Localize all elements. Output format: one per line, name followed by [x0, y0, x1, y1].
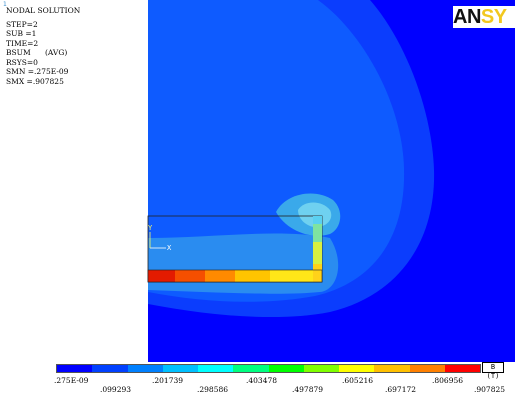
field-contour-inner — [148, 233, 339, 294]
legend-step: STEP=2 — [6, 19, 38, 29]
legend-time: TIME=2 — [6, 38, 39, 48]
colorbar-label: .201739 — [152, 376, 184, 385]
conductor-seg-1 — [148, 270, 175, 282]
colorbar-label: .099293 — [100, 385, 132, 394]
colorbar-label: .907825 — [474, 385, 506, 394]
colorbar-label: .605216 — [342, 376, 374, 385]
conductor-vertical-top — [313, 216, 322, 224]
conductor-seg-4 — [235, 270, 270, 282]
colorbar-label: .298586 — [197, 385, 229, 394]
colorbar-label: .806956 — [432, 376, 464, 385]
colorbar-units: B (T) — [482, 362, 504, 380]
colorbar-segment — [374, 365, 410, 372]
conductor-seg-5 — [270, 270, 313, 282]
legend-sub: SUB =1 — [6, 29, 37, 38]
colorbar-segment — [233, 365, 269, 372]
legend-rsys: RSYS=0 — [6, 57, 38, 67]
colorbar-segment — [409, 365, 445, 372]
colorbar-segment — [162, 365, 198, 372]
colorbar-segment — [92, 365, 128, 372]
colorbar-segment — [198, 365, 234, 372]
colorbar-label: .275E-09 — [54, 376, 89, 385]
ansys-logo: ANSY — [453, 6, 515, 28]
solution-legend: NODAL SOLUTION STEP=2 SUB =1 TIME=2 BSUM… — [6, 6, 146, 86]
colorbar-segment — [444, 365, 480, 372]
colorbar-segment — [268, 365, 304, 372]
window-number: 1 — [3, 1, 7, 8]
conductor-vertical-low — [313, 264, 322, 282]
colorbar-segment — [127, 365, 163, 372]
contour-colorbar — [56, 364, 481, 373]
colorbar-label: .497879 — [292, 385, 324, 394]
colorbar-segment — [303, 365, 339, 372]
legend-smn: SMN =.275E-09 — [6, 67, 69, 76]
colorbar-label: .697172 — [385, 385, 417, 394]
field-contour-mid — [148, 0, 405, 302]
conductor-seg-2 — [175, 270, 205, 282]
legend-smx: SMX =.907825 — [6, 76, 64, 86]
conductor-vertical-mid — [313, 242, 322, 264]
legend-result: BSUM (AVG) — [6, 48, 68, 57]
conductor-vertical-upper — [313, 224, 322, 242]
triad-x-label: X — [167, 244, 172, 252]
conductor-outline — [147, 269, 323, 283]
legend-title: NODAL SOLUTION — [6, 6, 81, 15]
colorbar-label: .403478 — [246, 376, 278, 385]
colorbar-segment — [339, 365, 375, 372]
conductor-seg-3 — [205, 270, 235, 282]
colorbar-segment — [57, 365, 93, 372]
triad-y-label: Y — [148, 224, 153, 232]
field-contour-hotspot-core — [298, 202, 332, 228]
legend-panel — [0, 0, 148, 362]
